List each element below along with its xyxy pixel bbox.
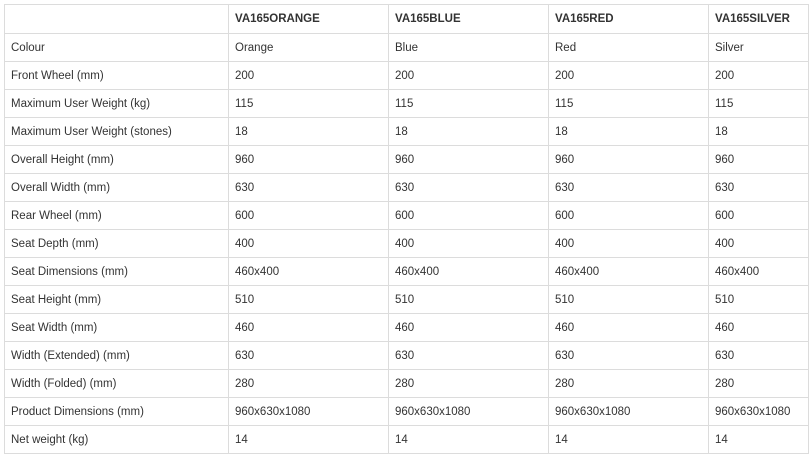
table-cell: 200 [228,61,389,90]
row-label: Maximum User Weight (stones) [4,117,229,146]
row-label: Colour [4,33,229,62]
row-label: Net weight (kg) [4,425,229,454]
table-cell: 630 [228,341,389,370]
row-label: Overall Height (mm) [4,145,229,174]
table-cell: 280 [548,369,709,398]
table-cell: 400 [548,229,709,258]
table-cell: 510 [228,285,389,314]
table-cell: 400 [708,229,809,258]
table-cell: 400 [388,229,549,258]
table-cell: 600 [708,201,809,230]
table-cell: 630 [388,341,549,370]
table-cell: 960 [228,145,389,174]
column-header: VA165ORANGE [228,4,389,34]
table-cell: 600 [548,201,709,230]
table-cell: 18 [388,117,549,146]
header-corner-cell [4,4,229,34]
table-cell: 630 [708,341,809,370]
table-cell: 960x630x1080 [388,397,549,426]
table-cell: 18 [708,117,809,146]
row-label: Maximum User Weight (kg) [4,89,229,118]
row-label: Width (Extended) (mm) [4,341,229,370]
table-cell: 18 [228,117,389,146]
table-cell: 14 [228,425,389,454]
table-cell: 280 [708,369,809,398]
column-header: VA165BLUE [388,4,549,34]
table-cell: 510 [708,285,809,314]
table-row: Colour Orange Blue Red Silver [4,33,809,62]
row-label: Seat Width (mm) [4,313,229,342]
table-cell: 115 [708,89,809,118]
row-label: Seat Depth (mm) [4,229,229,258]
table-cell: 460 [548,313,709,342]
table-row: Overall Width (mm) 630 630 630 630 [4,173,809,202]
row-label: Rear Wheel (mm) [4,201,229,230]
table-row: Width (Folded) (mm) 280 280 280 280 [4,369,809,398]
table-cell: 280 [228,369,389,398]
table-cell: 115 [548,89,709,118]
table-row: Seat Height (mm) 510 510 510 510 [4,285,809,314]
table-cell: 960x630x1080 [228,397,389,426]
table-row: Width (Extended) (mm) 630 630 630 630 [4,341,809,370]
table-cell: 960 [388,145,549,174]
table-cell: 200 [388,61,549,90]
table-row: Seat Dimensions (mm) 460x400 460x400 460x40… [4,257,809,286]
row-label: Product Dimensions (mm) [4,397,229,426]
table-cell: 14 [548,425,709,454]
table-cell: 115 [228,89,389,118]
table-cell: 960x630x1080 [708,397,809,426]
table-cell: 510 [388,285,549,314]
table-cell: 115 [388,89,549,118]
table-row: Overall Height (mm) 960 960 960 960 [4,145,809,174]
table-cell: 460x400 [388,257,549,286]
table-cell: 460x400 [708,257,809,286]
table-cell: 960 [548,145,709,174]
table-cell: 460x400 [228,257,389,286]
table-cell: 630 [228,173,389,202]
table-cell: 460x400 [548,257,709,286]
table-row: Seat Depth (mm) 400 400 400 400 [4,229,809,258]
table-cell: 460 [388,313,549,342]
table-cell: 630 [388,173,549,202]
row-label: Seat Dimensions (mm) [4,257,229,286]
column-header: VA165SILVER [708,4,809,34]
table-cell: 630 [548,341,709,370]
table-row: Net weight (kg) 14 14 14 14 [4,425,809,454]
table-cell: 14 [388,425,549,454]
column-header: VA165RED [548,4,709,34]
table-cell: 460 [708,313,809,342]
table-header-row: VA165ORANGE VA165BLUE VA165RED VA165SILVER [4,4,809,34]
table-cell: Silver [708,33,809,62]
table-cell: 400 [228,229,389,258]
table-row: Rear Wheel (mm) 600 600 600 600 [4,201,809,230]
table-cell: Red [548,33,709,62]
row-label: Overall Width (mm) [4,173,229,202]
row-label: Front Wheel (mm) [4,61,229,90]
specification-table: VA165ORANGE VA165BLUE VA165RED VA165SILVER … [4,4,809,454]
table-cell: Blue [388,33,549,62]
table-cell: 600 [388,201,549,230]
table-cell: 200 [708,61,809,90]
table-cell: 960x630x1080 [548,397,709,426]
row-label: Width (Folded) (mm) [4,369,229,398]
table-row: Front Wheel (mm) 200 200 200 200 [4,61,809,90]
table-cell: Orange [228,33,389,62]
table-cell: 960 [708,145,809,174]
table-row: Maximum User Weight (stones) 18 18 18 18 [4,117,809,146]
table-cell: 600 [228,201,389,230]
table-cell: 460 [228,313,389,342]
table-cell: 510 [548,285,709,314]
table-row: Seat Width (mm) 460 460 460 460 [4,313,809,342]
table-cell: 18 [548,117,709,146]
table-cell: 630 [708,173,809,202]
table-cell: 280 [388,369,549,398]
table-cell: 630 [548,173,709,202]
row-label: Seat Height (mm) [4,285,229,314]
table-row: Maximum User Weight (kg) 115 115 115 115 [4,89,809,118]
table-row: Product Dimensions (mm) 960x630x1080 960x6… [4,397,809,426]
table-cell: 200 [548,61,709,90]
table-cell: 14 [708,425,809,454]
